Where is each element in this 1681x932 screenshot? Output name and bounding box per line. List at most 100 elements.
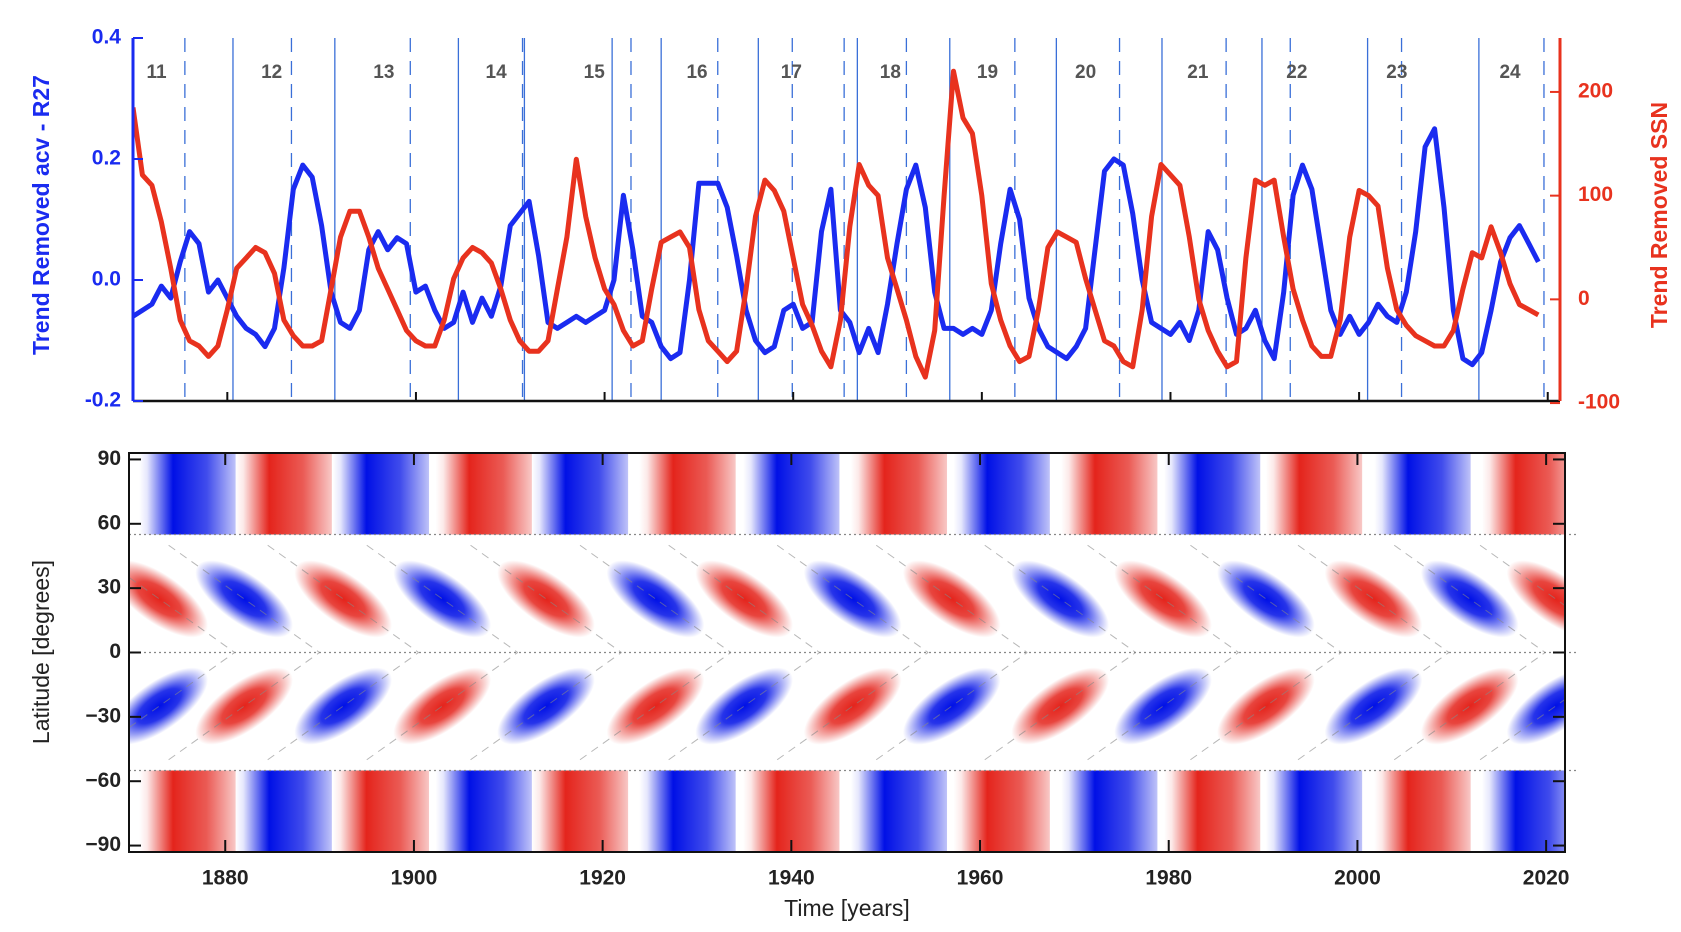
wing-axis <box>366 544 519 653</box>
wing-axis <box>875 544 1028 653</box>
wing-axis <box>1297 652 1450 761</box>
wing <box>1114 667 1212 745</box>
wing <box>393 560 492 638</box>
wing-axis <box>168 652 320 761</box>
polar-cell <box>850 770 948 852</box>
wing <box>803 667 902 745</box>
wing <box>1114 560 1212 638</box>
polar-cell <box>435 453 532 535</box>
y2-tick-label: 200 <box>1578 79 1613 102</box>
y-tick-label: 0.2 <box>92 147 121 170</box>
wing-axis <box>776 652 929 761</box>
polar-cell <box>953 770 1050 852</box>
wing <box>902 560 1001 638</box>
wing-axis <box>1393 544 1546 653</box>
wing-axis <box>668 544 820 653</box>
polar-cell <box>850 453 948 535</box>
wing-axis <box>1087 652 1239 761</box>
wing-axis <box>1297 544 1450 653</box>
polar-cell <box>139 453 236 535</box>
cycle-number: 21 <box>1187 62 1209 83</box>
cycle-number: 24 <box>1499 62 1521 83</box>
polar-cell <box>1481 770 1565 852</box>
wing-axis <box>1479 544 1565 607</box>
wing <box>1324 667 1423 745</box>
heatmap <box>129 453 1565 852</box>
x-tick-label: 1940 <box>768 867 815 890</box>
wing <box>1011 667 1110 745</box>
y-tick-label: 90 <box>98 447 121 470</box>
polar-cell <box>235 770 332 852</box>
wing-axis <box>267 544 419 653</box>
wing-axis <box>168 544 320 653</box>
x-tick-label: 2000 <box>1334 867 1381 890</box>
wing <box>695 667 793 745</box>
series-line <box>133 126 1541 368</box>
wing <box>294 667 392 745</box>
y-tick-label: 60 <box>98 511 121 534</box>
polar-cell <box>332 453 430 535</box>
polar-cell <box>743 453 840 535</box>
wing <box>606 560 705 638</box>
x-tick-label: 1900 <box>391 867 438 890</box>
y-tick-label: −90 <box>85 833 121 856</box>
polar-cell <box>139 770 236 852</box>
x-tick-label: 1960 <box>957 867 1004 890</box>
cycle-number: 13 <box>373 62 394 83</box>
wing <box>902 667 1001 745</box>
wing-axis <box>267 652 419 761</box>
wing <box>129 560 209 638</box>
wing-axis <box>984 652 1136 761</box>
y-tick-label: 0 <box>109 640 121 663</box>
wing <box>695 560 793 638</box>
wing-axis <box>668 652 820 761</box>
polar-cell <box>435 770 532 852</box>
polar-cell <box>1061 453 1158 535</box>
wing <box>195 667 293 745</box>
wing-axis <box>1190 544 1342 653</box>
cycle-number: 20 <box>1075 62 1096 83</box>
wing <box>1506 560 1565 638</box>
wing <box>1324 560 1423 638</box>
y2-tick-label: 0 <box>1578 287 1590 310</box>
wing-axis <box>1087 544 1239 653</box>
wing-axis <box>875 652 1028 761</box>
polar-cell <box>332 770 430 852</box>
y-tick-label: 30 <box>98 576 121 599</box>
wing <box>606 667 705 745</box>
polar-cell <box>235 453 332 535</box>
cycle-number: 12 <box>261 62 282 83</box>
wing <box>195 560 293 638</box>
wing-axis <box>129 652 235 729</box>
wing <box>803 560 902 638</box>
plot-lines <box>133 38 1545 401</box>
cycle-number: 18 <box>880 62 901 83</box>
polar-cell <box>1374 770 1471 852</box>
polar-cell <box>1164 770 1261 852</box>
wing-axis <box>1479 698 1565 761</box>
cycle-number: 22 <box>1286 62 1307 83</box>
series-line <box>133 68 1540 380</box>
wing <box>1217 667 1315 745</box>
polar-cell <box>1265 770 1363 852</box>
y2-tick-label: -100 <box>1578 391 1620 414</box>
polar-cell <box>639 453 736 535</box>
cycle-number: 23 <box>1386 62 1407 83</box>
wing-axis <box>366 652 519 761</box>
x-tick-label: 1920 <box>579 867 626 890</box>
y-tick-label: −60 <box>85 769 121 792</box>
polar-cell <box>531 453 629 535</box>
wing-axis <box>470 544 622 653</box>
cycle-number: 14 <box>486 62 508 83</box>
wing-axis <box>1393 652 1546 761</box>
polar-cell <box>531 770 629 852</box>
wing-axis <box>579 544 732 653</box>
wing-axis <box>579 652 732 761</box>
polar-cell <box>953 453 1050 535</box>
y-tick-label: −30 <box>85 704 121 727</box>
polar-cell <box>1481 453 1565 535</box>
y-tick-label: 0.0 <box>92 268 121 291</box>
cycle-number: 11 <box>147 62 168 83</box>
y-tick-label: 0.4 <box>92 26 122 49</box>
